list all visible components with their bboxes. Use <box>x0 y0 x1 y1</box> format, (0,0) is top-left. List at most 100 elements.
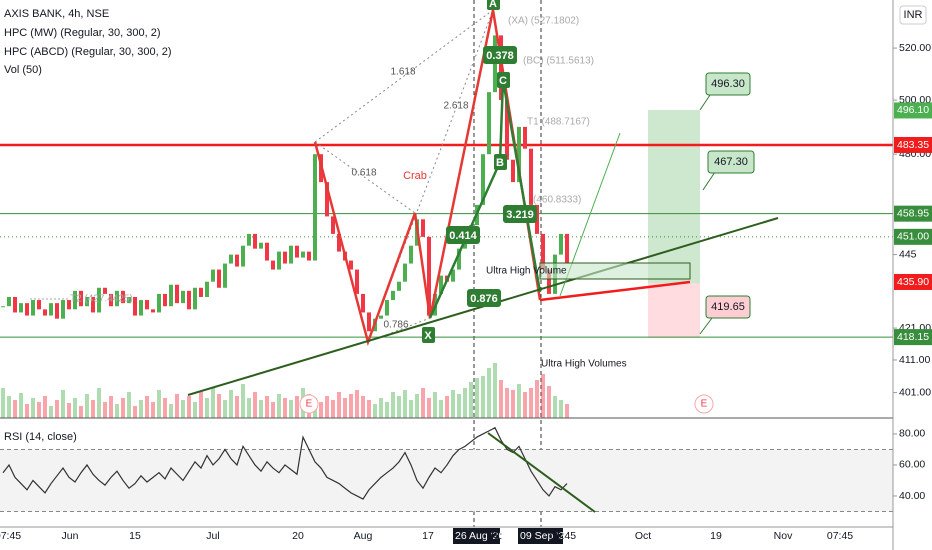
callout-pointer <box>699 317 713 335</box>
x-tick-label: Oct <box>635 530 651 542</box>
volume-bar <box>391 392 395 418</box>
volume-bar <box>271 402 275 418</box>
volume-bar <box>229 390 233 418</box>
volume-bar <box>295 396 299 418</box>
candle <box>355 269 359 294</box>
candle <box>421 219 425 237</box>
candle <box>181 290 185 304</box>
level-label: 483.35 <box>897 139 929 151</box>
ratio: 3.219 <box>506 209 534 221</box>
ratio: 0.876 <box>470 293 498 305</box>
event-marker[interactable] <box>694 394 714 414</box>
candle <box>277 251 281 270</box>
candle <box>199 287 203 297</box>
volume-bar <box>445 396 449 418</box>
x-tick-label: 26 Aug '20 <box>455 530 504 542</box>
volume-bar <box>199 392 203 418</box>
crosshair-date-box <box>453 528 500 544</box>
candle <box>337 233 341 252</box>
level-label: 451.00 <box>897 231 929 243</box>
callout-label: 467.30 <box>714 156 748 168</box>
volume-bar <box>91 400 95 418</box>
volume-bar <box>553 396 557 418</box>
rsi-title: RSI (14, close) <box>4 431 77 443</box>
y-tick-label: 445 <box>899 248 917 260</box>
currency-box[interactable] <box>899 5 927 25</box>
crosshair-date-box <box>518 528 563 544</box>
candle <box>169 284 173 307</box>
y-tick-label: 520.00 <box>899 42 931 54</box>
x-tick-label: 19 <box>710 530 722 542</box>
volume-bar <box>193 402 197 418</box>
volume-bar <box>259 400 263 418</box>
rsi-line <box>2 426 568 500</box>
volume-bar <box>529 388 533 418</box>
volume-bar <box>457 394 461 418</box>
candle <box>259 242 263 249</box>
level-box <box>894 329 932 346</box>
volume-bar <box>43 396 47 418</box>
candle <box>313 154 317 261</box>
volume-bar <box>109 396 113 418</box>
callout-label: 419.65 <box>711 301 745 313</box>
callout-pointer <box>699 94 711 111</box>
volume-bar <box>421 388 425 418</box>
volume-bar <box>487 368 491 418</box>
volume-bar <box>481 376 485 418</box>
crab-label: Crab <box>403 170 427 182</box>
volume-bar <box>277 394 281 418</box>
volume-bar <box>61 390 65 418</box>
candle <box>283 251 287 264</box>
volume-bar <box>415 394 419 418</box>
candle <box>253 233 257 249</box>
candle <box>67 300 71 310</box>
volume-bar <box>283 398 287 418</box>
point-box <box>497 72 510 88</box>
point: A <box>489 0 497 10</box>
target: (BC) (511.5613) <box>523 56 594 67</box>
callout <box>705 295 751 319</box>
volume-bar <box>127 392 131 418</box>
candle <box>547 269 551 294</box>
candle <box>31 300 35 316</box>
volume-bar <box>325 396 329 418</box>
candle <box>151 309 155 313</box>
candle <box>541 233 545 270</box>
stop-zone <box>648 283 700 338</box>
candle <box>109 293 113 307</box>
volume-bar <box>55 400 59 418</box>
candle <box>499 35 503 101</box>
callout-pointer <box>702 171 716 191</box>
candle <box>97 287 101 313</box>
candle <box>391 290 395 301</box>
event: E <box>701 399 708 410</box>
volume-bar <box>541 374 545 418</box>
y-tick-label: 411.00 <box>899 354 930 366</box>
volume-bar <box>133 406 137 418</box>
x-tick-label: 09 Sep '20 <box>520 530 570 542</box>
candle <box>517 126 521 183</box>
event-marker[interactable] <box>299 394 319 414</box>
candle <box>223 263 227 288</box>
candle <box>451 269 455 282</box>
volume-bar <box>217 394 221 418</box>
volume-bar <box>31 398 35 418</box>
candle <box>427 236 431 316</box>
x-tick-label: Aug <box>354 530 373 542</box>
candle <box>133 296 137 316</box>
volume-bar <box>139 400 143 418</box>
currency: INR <box>904 9 923 21</box>
candle <box>325 182 329 217</box>
candle <box>409 245 413 264</box>
candle <box>367 312 371 332</box>
volume-bar <box>535 380 539 418</box>
candle <box>157 293 161 313</box>
volume-bar <box>349 394 353 418</box>
rsi-band <box>0 449 893 512</box>
volume-bar <box>121 398 125 418</box>
indicator: HPC (ABCD) (Regular, 30, 300, 2) <box>4 46 172 58</box>
candle <box>1 306 5 308</box>
candle <box>403 263 407 282</box>
volume-bar <box>19 393 23 418</box>
